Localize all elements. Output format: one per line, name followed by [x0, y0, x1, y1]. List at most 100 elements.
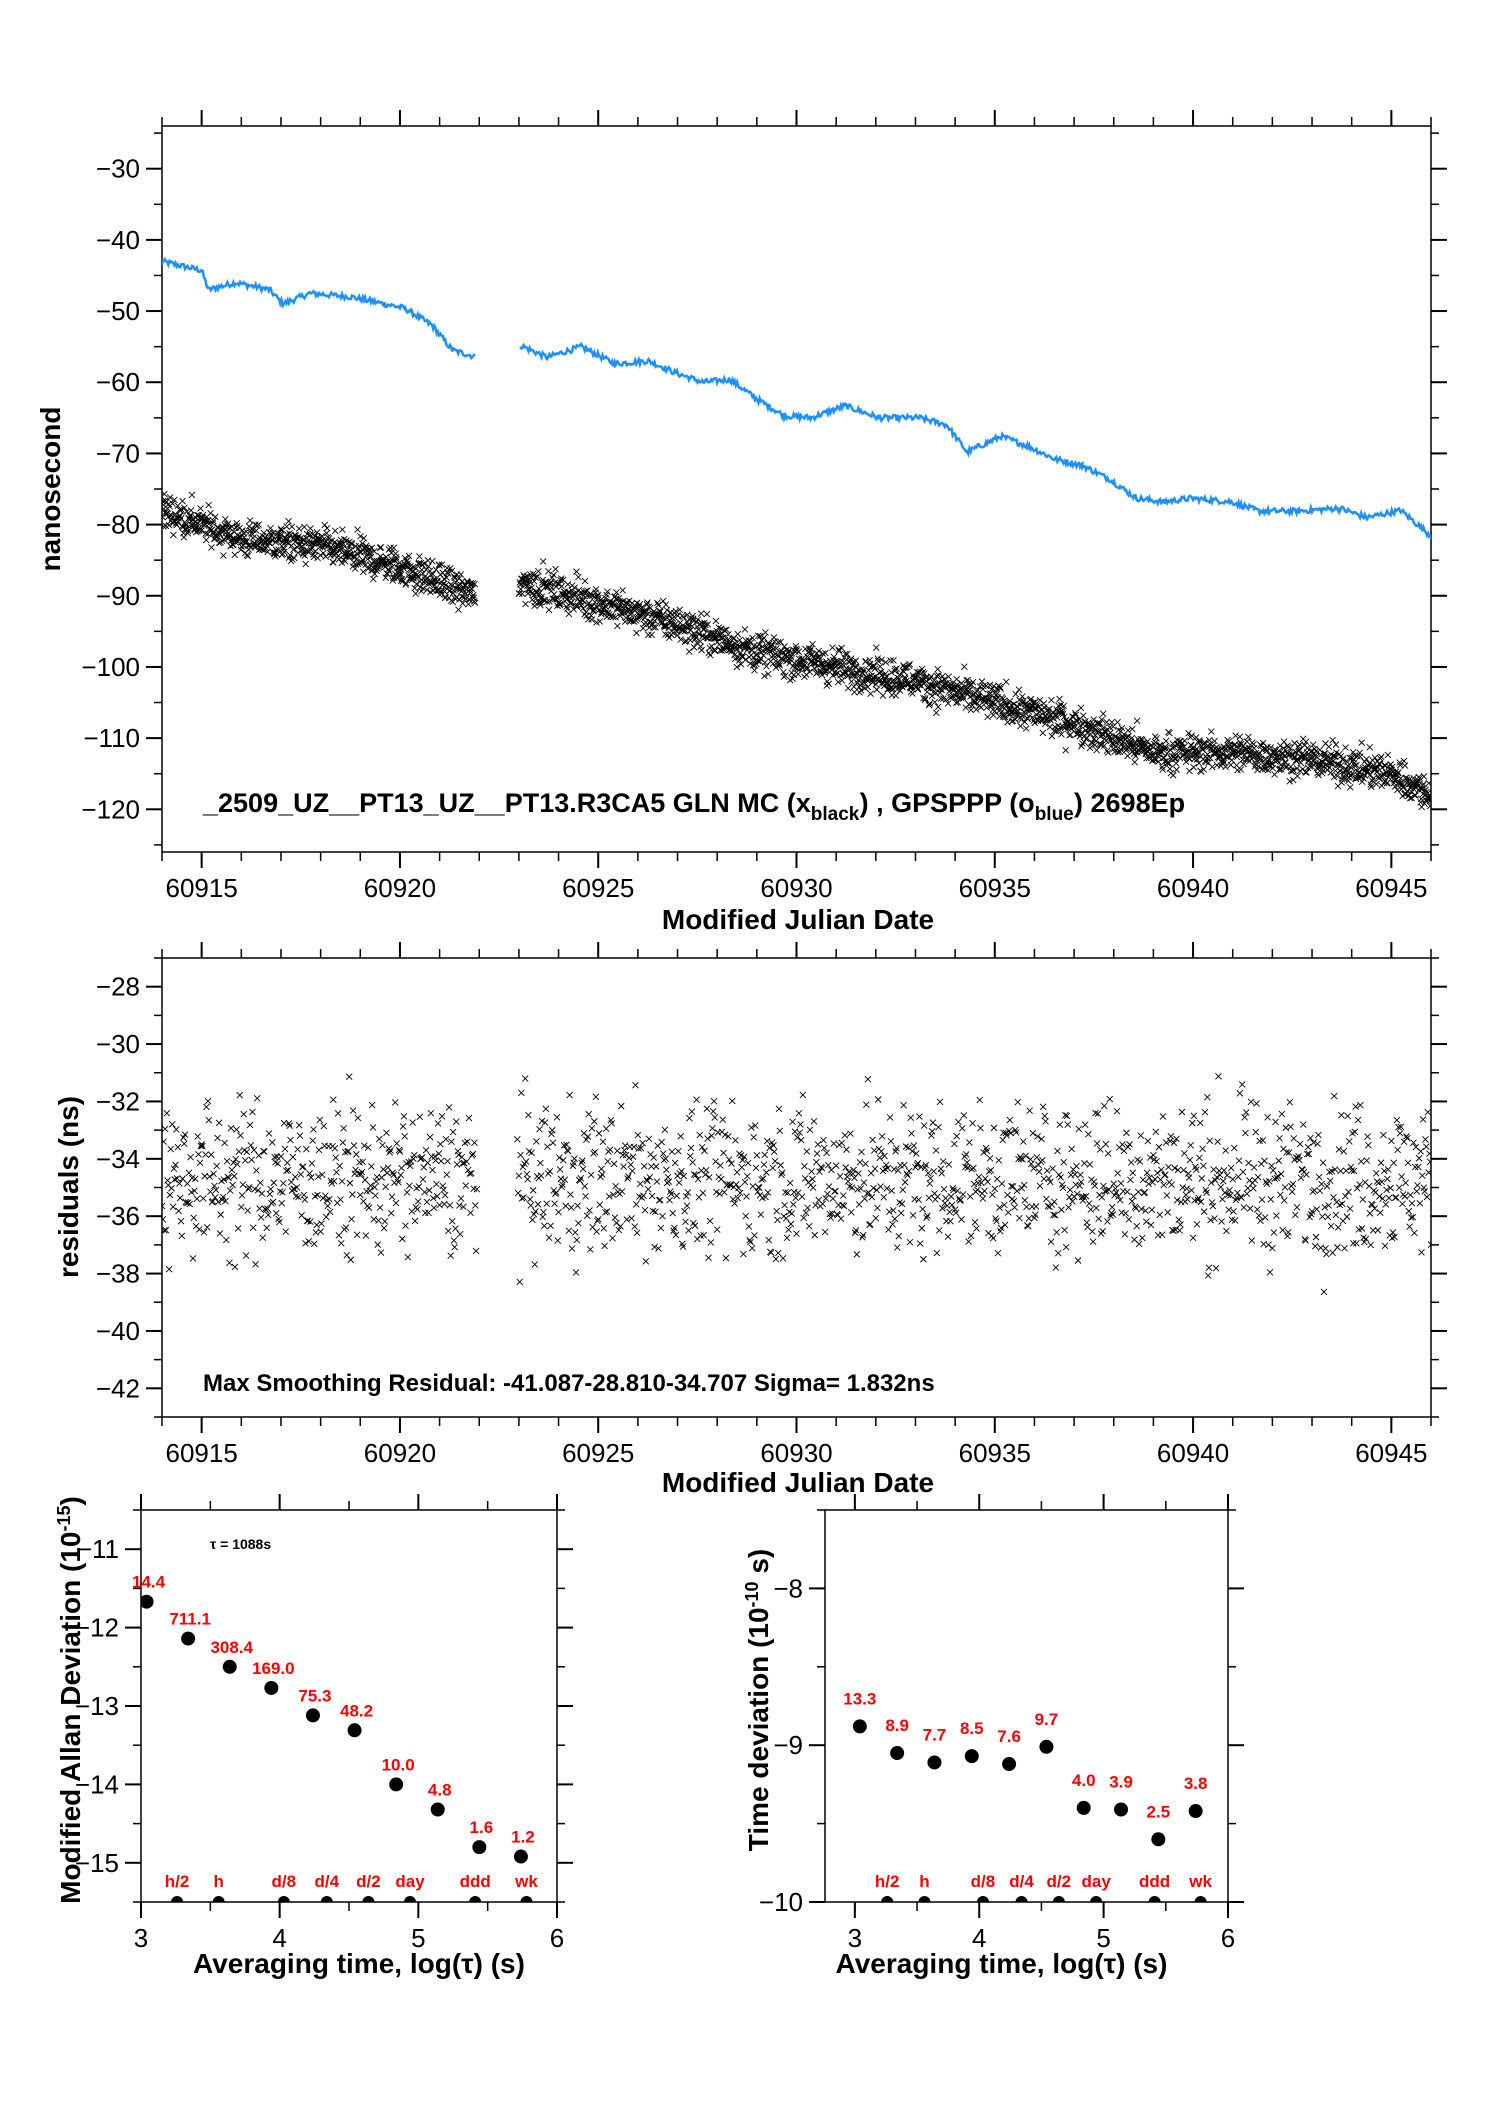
series-black-point [1073, 730, 1080, 738]
residual-point [974, 1179, 982, 1187]
residual-point [881, 1152, 888, 1160]
residual-point [544, 1143, 551, 1151]
residual-point [1351, 1128, 1359, 1136]
residual-point [661, 1126, 669, 1134]
residual-point [1205, 1264, 1213, 1271]
series-black-point [939, 672, 946, 680]
residual-point [1378, 1178, 1386, 1186]
time-marker-dot [404, 1896, 417, 1902]
residual-point [973, 1225, 980, 1232]
residual-point [701, 1147, 708, 1155]
residual-point [1090, 1178, 1098, 1186]
series-black-point [612, 614, 619, 621]
residual-point [348, 1215, 355, 1223]
series-black-point [754, 651, 761, 658]
series-black-point [581, 577, 589, 585]
residual-point [1197, 1198, 1205, 1206]
residual-point [1423, 1193, 1431, 1201]
series-black-point [665, 634, 673, 642]
residual-point [778, 1171, 785, 1179]
residual-point [1152, 1128, 1160, 1136]
residual-point [950, 1186, 957, 1194]
residual-point [322, 1213, 330, 1221]
residual-point [211, 1182, 218, 1190]
residual-point [667, 1190, 675, 1198]
series-black-point [208, 544, 215, 551]
residual-point [1380, 1167, 1388, 1175]
series-black-point [207, 509, 214, 517]
residual-point [567, 1191, 574, 1198]
series-black-point [1332, 741, 1340, 748]
series-black-point [964, 676, 971, 684]
series-black-point [1365, 766, 1373, 773]
residual-point [1211, 1215, 1218, 1222]
residual-point [774, 1216, 781, 1224]
residual-point [1135, 1240, 1143, 1248]
series-black-point [216, 531, 224, 538]
residual-point [1419, 1116, 1427, 1123]
series-black-point [793, 665, 801, 673]
residual-point [1188, 1187, 1195, 1194]
series-black-point [455, 606, 462, 614]
residual-point [649, 1207, 657, 1215]
series-black-point [536, 599, 543, 607]
x-tick-label: 60930 [760, 873, 832, 903]
residual-point [821, 1228, 829, 1236]
series-black-point [534, 573, 541, 581]
residual-point [935, 1227, 943, 1234]
series-black-point [912, 674, 920, 682]
series-black-point [1356, 753, 1364, 760]
series-black-point [769, 660, 777, 668]
residual-point [1039, 1156, 1046, 1164]
series-black-point [887, 657, 894, 664]
residual-point [219, 1193, 227, 1201]
residual-point [294, 1145, 301, 1153]
residual-point [650, 1154, 658, 1161]
y-tick-label: −50 [96, 296, 140, 326]
series-black-point [1258, 756, 1266, 764]
series-black-point [1015, 686, 1023, 694]
x-tick-label: 60920 [364, 1438, 436, 1468]
residual-point [1353, 1184, 1361, 1192]
residual-point [759, 1175, 767, 1182]
residual-point [971, 1218, 979, 1226]
residual-point [708, 1132, 715, 1139]
residual-point [753, 1151, 761, 1159]
series-black-point [220, 552, 227, 559]
residual-point [180, 1140, 188, 1148]
residual-point [915, 1196, 922, 1204]
y-label-main: Modified Allan Deviation (10 [55, 1532, 86, 1904]
panel-1: 60915 60920 60925 60930 60935 60940 60945−28−3… [53, 942, 1447, 1498]
residual-point [667, 1188, 674, 1195]
series-black-point [1116, 748, 1124, 756]
residual-point [850, 1166, 857, 1174]
residual-point [994, 1249, 1002, 1257]
point-label: 711.1 [169, 1610, 211, 1629]
residual-point [521, 1075, 529, 1082]
series-black-point [1302, 768, 1309, 776]
residual-point [596, 1201, 604, 1209]
residual-point [1290, 1135, 1298, 1142]
residual-point [623, 1216, 631, 1223]
residual-point [877, 1183, 884, 1190]
residual-point [989, 1191, 996, 1199]
series-black-point [331, 538, 339, 546]
residual-point [673, 1192, 681, 1200]
residual-point [1257, 1217, 1264, 1225]
series-black-point [564, 605, 571, 613]
series-black-point [1245, 733, 1252, 741]
residual-point [820, 1144, 828, 1152]
residual-point [1403, 1134, 1411, 1142]
series-black-point [880, 682, 888, 690]
residual-point [368, 1101, 376, 1109]
residual-point [1207, 1216, 1214, 1224]
residual-point [1328, 1167, 1336, 1175]
series-black-point [1185, 729, 1192, 737]
residual-point [939, 1158, 947, 1165]
residual-point [987, 1166, 995, 1174]
residual-point [462, 1182, 470, 1189]
series-black-point [744, 644, 752, 652]
residual-point [561, 1176, 569, 1184]
series-black-point [540, 596, 547, 604]
